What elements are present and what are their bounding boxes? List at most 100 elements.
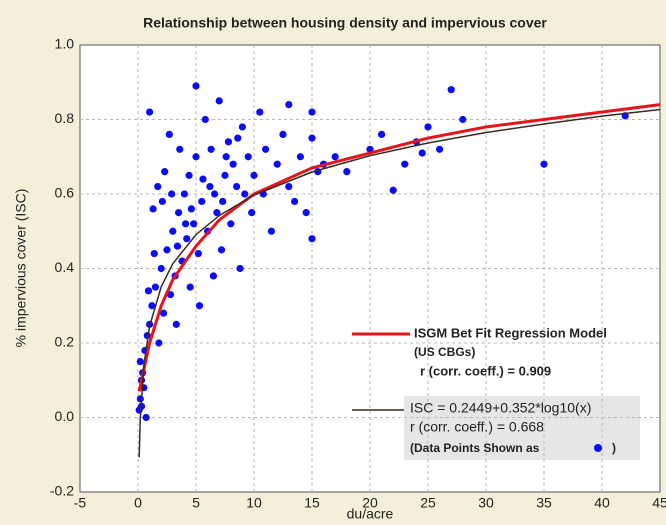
data-point — [180, 190, 188, 198]
x-tick-label: -5 — [74, 495, 87, 511]
data-point — [279, 130, 287, 138]
x-tick-label: 5 — [192, 495, 200, 511]
data-point — [436, 145, 444, 153]
regression-line — [137, 103, 661, 392]
data-point — [192, 153, 200, 161]
data-point — [418, 149, 426, 157]
data-point — [540, 160, 548, 168]
data-point — [149, 205, 157, 213]
x-tick-label: 10 — [246, 495, 262, 511]
data-point — [296, 153, 304, 161]
data-point — [136, 358, 144, 366]
data-point — [187, 205, 195, 213]
x-tick-label: 25 — [420, 495, 436, 511]
data-point — [213, 209, 221, 217]
chart-title: Relationship between housing density and… — [143, 15, 547, 31]
annotation: r (corr. coeff.) = 0.909 — [420, 363, 551, 378]
data-point — [244, 153, 252, 161]
y-tick-label: 0.2 — [55, 334, 75, 350]
data-point — [195, 302, 204, 310]
data-point — [308, 108, 316, 116]
y-tick-label: 0.6 — [55, 185, 75, 201]
data-point — [285, 101, 293, 109]
x-tick-label: 20 — [362, 495, 378, 511]
x-tick-label: 30 — [478, 495, 494, 511]
y-tick-label: 0.4 — [55, 259, 75, 275]
data-point — [267, 227, 275, 235]
data-point — [157, 264, 165, 273]
data-point — [219, 197, 227, 206]
data-point — [222, 153, 230, 161]
data-point — [198, 197, 206, 206]
legend-label: ISC = 0.2449+0.352*log10(x) — [410, 400, 591, 416]
data-point — [241, 190, 249, 198]
data-point — [308, 134, 316, 142]
regression-line — [138, 108, 661, 458]
x-tick-label: 15 — [304, 495, 320, 511]
data-point — [181, 220, 190, 228]
data-point — [424, 123, 432, 131]
data-point — [256, 108, 264, 116]
data-point — [221, 171, 229, 179]
y-tick-label: 0.8 — [55, 110, 75, 126]
data-point — [163, 246, 171, 254]
data-point — [169, 227, 177, 235]
data-point — [165, 130, 173, 138]
data-point — [201, 115, 209, 124]
data-point — [199, 175, 207, 183]
y-axis-label: % impervious cover (ISC) — [13, 189, 29, 348]
annotation: r (corr. coeff.) = 0.668 — [410, 419, 544, 435]
data-point — [136, 395, 144, 403]
data-point — [158, 197, 166, 206]
data-point — [190, 220, 198, 228]
data-point — [168, 190, 176, 198]
data-point — [302, 209, 310, 217]
data-point — [233, 182, 241, 191]
data-point — [176, 145, 184, 153]
data-point — [378, 130, 386, 138]
data-point — [291, 197, 299, 206]
annotation: (US CBGs) — [414, 345, 475, 359]
data-point — [248, 209, 256, 217]
x-tick-label: 40 — [594, 495, 610, 511]
data-point — [194, 250, 202, 258]
data-point — [234, 134, 242, 142]
data-point — [144, 287, 153, 295]
data-point — [142, 413, 150, 422]
data-point — [185, 171, 193, 179]
data-point — [183, 235, 191, 243]
data-point — [161, 168, 169, 176]
data-point — [207, 145, 215, 153]
x-axis-label: du/acre — [347, 506, 394, 522]
data-point — [285, 182, 293, 191]
data-point — [224, 138, 233, 146]
data-point — [331, 153, 339, 161]
data-point — [389, 186, 397, 194]
data-point — [217, 246, 226, 254]
data-point — [186, 283, 194, 291]
data-point — [148, 302, 156, 310]
data-point — [229, 160, 237, 168]
y-tick-label: 0.0 — [55, 408, 75, 424]
legend-label: ISGM Bet Fit Regression Model — [414, 325, 607, 340]
annotation: ) — [612, 441, 616, 455]
data-point — [146, 108, 154, 116]
data-point — [154, 182, 162, 191]
data-point — [262, 145, 270, 153]
data-point — [273, 160, 281, 168]
data-point — [159, 309, 168, 317]
data-point — [215, 97, 223, 105]
data-point — [447, 86, 455, 94]
legend-dot — [594, 444, 602, 452]
y-tick-label: 1.0 — [55, 36, 75, 52]
data-point — [206, 182, 214, 191]
data-point — [192, 82, 200, 90]
data-point — [151, 283, 159, 291]
data-point — [172, 320, 180, 328]
data-point — [308, 235, 316, 243]
data-point — [401, 160, 409, 168]
data-point — [209, 272, 217, 280]
annotation: (Data Points Shown as — [410, 441, 540, 455]
data-point — [155, 339, 163, 347]
